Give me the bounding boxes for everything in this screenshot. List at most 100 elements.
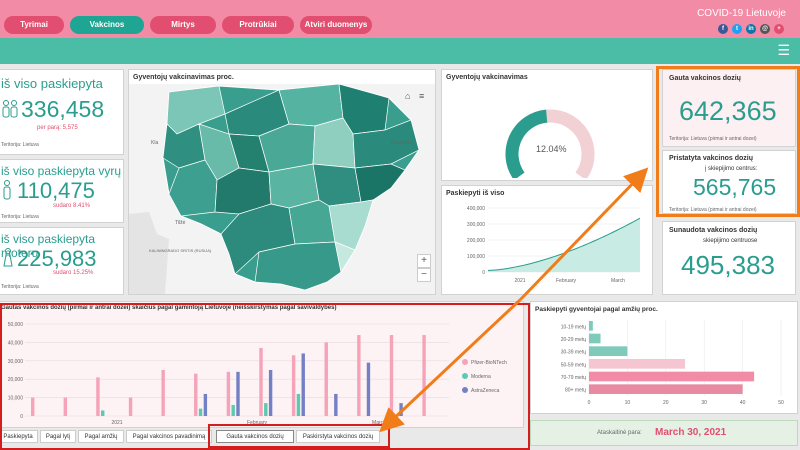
bar-1-5 <box>198 408 203 416</box>
vaccine-bar-chart: 50,000 40,000 30,000 20,000 10,000 0 2021 Febru… <box>8 322 507 426</box>
delivered-card: Pristatyta vakcinos dozių į skiepijimo c… <box>662 150 796 214</box>
age-bar-title: Paskiepyti gyventojai pagal amžių proc. <box>535 306 658 313</box>
gauge-title: Gyventojų vakcinavimas <box>446 74 528 81</box>
share-icon[interactable]: + <box>774 24 784 34</box>
age-bar-4 <box>589 371 755 382</box>
nav-vakcinos[interactable]: Vakcinos <box>70 16 144 34</box>
kpi-women-foot: Teritorija: Lietuva <box>1 284 39 290</box>
kpi-total-card: iš viso paskiepyta 336,458 per parą: 5,5… <box>0 69 124 155</box>
bar-2-9 <box>334 393 338 416</box>
line-y-tick: 0 <box>482 270 485 276</box>
gauge-value-text: 12.04% <box>536 144 567 154</box>
vaccine-bar-card: Gautas vakcinos dozių (pirmai ir antrai … <box>0 301 524 428</box>
bar-y-tick: 0 <box>20 414 23 420</box>
used-value: 495,383 <box>681 250 775 280</box>
received-foot: Teritorija: Lietuva (pirmai ir antrai do… <box>669 136 757 142</box>
line-x-tick: February <box>556 278 577 284</box>
nav-tyrimai[interactable]: Tyrimai <box>4 16 64 34</box>
line-y-tick: 100,000 <box>467 254 485 260</box>
legend-label: Moderna <box>471 374 491 380</box>
bar-0-4 <box>161 370 165 416</box>
kpi-total-title: iš viso paskiepyta <box>1 76 103 91</box>
kpi-total-sub: per parą: 5,575 <box>37 125 78 131</box>
tab-pagal-amziu[interactable]: Pagal amžių <box>78 430 124 443</box>
bar-0-0 <box>31 397 35 416</box>
map-label-daugpilis: Daugpilis <box>391 140 412 146</box>
tab-paskirstyta-vakcinos-doziu[interactable]: Paskirstyta vakcinos dozių <box>296 430 380 443</box>
line-area <box>488 218 640 272</box>
map-label-kaliningrad: KALININGRADO SRITIS (RUSIJA) <box>149 248 212 253</box>
tab-gauta-vakcinos-doziu[interactable]: Gauta vakcinos dozių <box>216 430 294 443</box>
bar-y-tick: 30,000 <box>8 359 24 365</box>
used-title: Sunaudota vakcinos dozių <box>669 227 758 234</box>
nav-protrukiai[interactable]: Protrūkiai <box>222 16 294 34</box>
app-title: COVID-19 Lietuvoje <box>697 8 786 19</box>
nav-mirtys[interactable]: Mirtys <box>150 16 216 34</box>
home-icon[interactable]: ⌂ <box>405 91 411 101</box>
age-category-label: 10-19 metų <box>561 324 587 330</box>
kpi-women-sub: sudaro 15.25% <box>53 270 94 276</box>
twitter-icon[interactable]: t <box>732 24 742 34</box>
age-x-tick: 50 <box>778 400 784 406</box>
tab-paskiepyta[interactable]: Paskiepyta <box>0 430 38 443</box>
age-x-tick: 40 <box>740 400 746 406</box>
age-bar-chart: 0 10 20 30 40 50 10-19 metų 20-29 metų 30-39 met… <box>561 320 784 406</box>
bar-1-6 <box>231 404 235 416</box>
facebook-icon[interactable]: f <box>718 24 728 34</box>
zoom-in-button[interactable]: + <box>417 254 431 268</box>
received-title: Gauta vakcinos dozių <box>669 75 741 82</box>
age-category-label: 70-79 metų <box>561 375 587 381</box>
report-date-card: Ataskaitinė para: March 30, 2021 <box>530 420 798 446</box>
age-x-tick: 20 <box>663 400 669 406</box>
age-category-label: 50-59 metų <box>561 362 587 368</box>
email-icon[interactable]: @ <box>760 24 770 34</box>
list-icon[interactable]: ≡ <box>419 91 425 101</box>
lithuania-map[interactable]: Daugpilis Tilžė Kla KALININGRADO SRITIS … <box>129 84 435 294</box>
tab-pagal-vakcinos-pavadinima[interactable]: Pagal vakcinos pavadinimą <box>126 430 212 443</box>
line-x-tick: 2021 <box>514 278 525 284</box>
bar-y-tick: 40,000 <box>8 340 24 346</box>
delivered-sub: į skiepijimo centrus: <box>705 166 758 172</box>
bar-0-12 <box>422 335 426 416</box>
linkedin-icon[interactable]: in <box>746 24 756 34</box>
line-x-tick: March <box>611 278 625 284</box>
map-label-tilze: Tilžė <box>175 220 186 226</box>
used-card: Sunaudota vakcinos dozių skiepijimo cent… <box>662 221 796 295</box>
used-sub: skiepijimo centruose <box>703 238 758 244</box>
vaccine-bar-title: Gautas vakcinos dozių (pirmai ir antrai … <box>1 305 337 311</box>
line-chart-card: Paskiepyti iš viso 400,000 300,000 200,000… <box>441 185 653 295</box>
red-highlight-tab-box <box>208 424 390 448</box>
bar-1-2 <box>101 410 105 416</box>
kpi-men-foot: Teritorija: Lietuva <box>1 214 39 220</box>
top-nav-bar: Tyrimai Vakcinos Mirtys Protrūkiai Atvir… <box>0 0 800 38</box>
bar-0-8 <box>291 355 296 416</box>
bar-0-9 <box>324 342 328 416</box>
age-x-tick: 30 <box>701 400 707 406</box>
zoom-out-button[interactable]: − <box>417 268 431 282</box>
kpi-women-value: 225,983 <box>17 246 97 271</box>
age-x-tick: 0 <box>588 400 591 406</box>
tab-pagal-lyti[interactable]: Pagal lytį <box>40 430 76 443</box>
legend-label: Pfizer-BioNTech <box>471 360 507 366</box>
line-y-tick: 400,000 <box>467 206 485 212</box>
man-icon <box>3 180 11 200</box>
report-date-value: March 30, 2021 <box>655 427 727 438</box>
map-card: Gyventojų vakcinavimas proc. <box>128 69 436 295</box>
kpi-total-foot: Teritorija: Lietuva <box>1 142 39 148</box>
kpi-women-card: iš viso paskiepyta moterų 225,983 sudaro… <box>0 227 124 295</box>
bar-0-1 <box>63 397 68 416</box>
bar-2-6 <box>236 371 240 416</box>
bar-1-8 <box>296 393 301 416</box>
age-bar-2 <box>589 346 628 356</box>
bar-2-5 <box>203 393 208 416</box>
age-category-label: 30-39 metų <box>561 350 587 356</box>
received-value: 642,365 <box>679 96 777 126</box>
kpi-men-title: iš viso paskiepyta vyrų <box>1 164 122 178</box>
nav-atviri-duomenys[interactable]: Atviri duomenys <box>300 16 372 34</box>
bar-y-tick: 50,000 <box>8 322 24 328</box>
bar-0-2 <box>96 377 100 416</box>
age-bar-5 <box>589 384 743 394</box>
line-y-tick: 300,000 <box>467 222 485 228</box>
hamburger-menu-icon[interactable]: ☰ <box>777 42 790 58</box>
